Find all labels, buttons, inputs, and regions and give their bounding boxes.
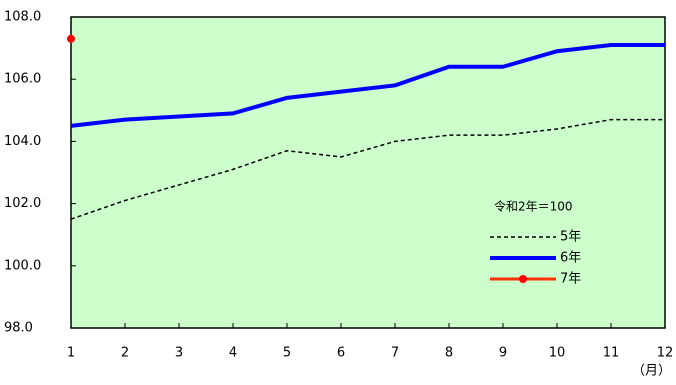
legend-label: 6年	[560, 251, 581, 266]
legend-note: 令和2年＝100	[494, 199, 573, 214]
legend-label: 7年	[560, 272, 581, 287]
y-tick-label: 100.0	[4, 258, 41, 273]
x-tick-label: 3	[175, 346, 183, 361]
y-tick-label: 106.0	[4, 72, 41, 87]
x-tick-label: 6	[337, 346, 345, 361]
plot-area	[70, 16, 666, 329]
x-tick-label: 4	[229, 346, 237, 361]
y-tick-label: 104.0	[4, 134, 41, 149]
series-line	[70, 42, 665, 128]
series-line	[70, 118, 665, 220]
x-tick-label: 10	[549, 346, 566, 361]
x-tick-label: 1	[67, 346, 75, 361]
x-axis-label: （月）	[632, 364, 671, 379]
x-tick-label: 8	[445, 346, 453, 361]
marker	[67, 34, 75, 43]
legend-label: 5年	[560, 230, 581, 245]
x-tick-label: 9	[499, 346, 507, 361]
x-tick-label: 12	[657, 346, 674, 361]
x-tick-label: 2	[121, 346, 129, 361]
y-tick-label: 102.0	[4, 196, 41, 211]
x-tick-label: 5	[283, 346, 291, 361]
y-tick-label: 108.0	[4, 10, 41, 25]
x-tick-label: 7	[391, 346, 399, 361]
x-tick-label: 11	[603, 346, 620, 361]
y-tick-label: 98.0	[4, 321, 33, 336]
legend-marker	[519, 275, 527, 283]
